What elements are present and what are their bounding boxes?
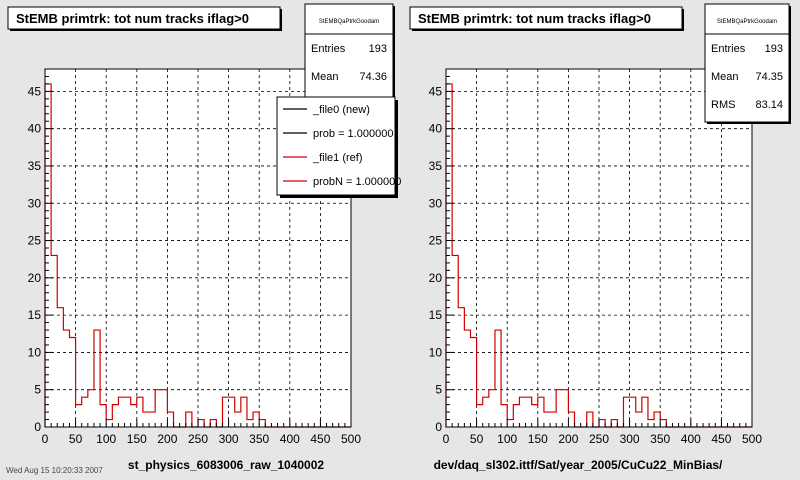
x-tick-label: 50	[69, 432, 83, 446]
x-tick-label: 150	[528, 432, 548, 446]
title-box	[7, 6, 281, 30]
y-tick-label: 20	[429, 271, 443, 285]
x-tick-label: 150	[127, 432, 147, 446]
footer-timestamp: Wed Aug 15 10:20:33 2007	[6, 466, 103, 475]
stats-label: Entries	[311, 43, 346, 55]
y-tick-label: 40	[429, 122, 443, 136]
y-tick-label: 5	[34, 383, 41, 397]
x-tick-label: 0	[443, 432, 450, 446]
x-tick-label: 350	[650, 432, 670, 446]
x-tick-label: 300	[620, 432, 640, 446]
stats-label: Mean	[311, 71, 339, 83]
y-tick-label: 25	[429, 234, 443, 248]
y-tick-label: 45	[28, 84, 42, 98]
x-tick-label: 200	[558, 432, 578, 446]
x-tick-label: 350	[249, 432, 269, 446]
x-tick-label: 250	[589, 432, 609, 446]
x-tick-label: 400	[681, 432, 701, 446]
x-tick-label: 450	[711, 432, 731, 446]
x-tick-label: 100	[497, 432, 517, 446]
y-tick-label: 30	[28, 196, 42, 210]
stats-name: StEMBQaPtrkGoodam	[319, 19, 379, 25]
y-tick-label: 5	[435, 383, 442, 397]
stats-value: 193	[369, 43, 387, 55]
x-tick-label: 500	[341, 432, 361, 446]
x-tick-label: 0	[42, 432, 49, 446]
legend-box	[276, 96, 396, 196]
chart-title: StEMB primtrk: tot num tracks iflag>0	[418, 11, 651, 26]
y-tick-label: 40	[28, 122, 42, 136]
x-tick-label: 200	[157, 432, 177, 446]
stats-value: 83.14	[755, 99, 783, 111]
y-tick-label: 15	[28, 308, 42, 322]
stats-value: 193	[765, 43, 783, 55]
x-axis-label: dev/daq_sl302.ittf/Sat/year_2005/CuCu22_…	[434, 458, 723, 472]
x-tick-label: 400	[280, 432, 300, 446]
y-tick-label: 35	[429, 159, 443, 173]
left-histogram-panel: 0 50 100 150 200 250 300 350 400 450 500 0 5 10 15 20 25…	[7, 3, 401, 472]
y-tick-label: 0	[34, 420, 41, 434]
x-tick-label: 300	[219, 432, 239, 446]
legend-label: _file1 (ref)	[312, 152, 363, 164]
stats-label: Entries	[711, 43, 746, 55]
x-tick-label: 50	[470, 432, 484, 446]
y-tick-label: 25	[28, 234, 42, 248]
stats-box	[704, 3, 790, 123]
y-tick-label: 10	[429, 345, 443, 359]
y-tick-label: 10	[28, 345, 42, 359]
x-tick-label: 500	[742, 432, 762, 446]
y-tick-label: 20	[28, 271, 42, 285]
legend-label: _file0 (new)	[312, 104, 370, 116]
y-tick-label: 0	[435, 420, 442, 434]
y-tick-label: 35	[28, 159, 42, 173]
right-histogram-panel: 0 50 100 150 200 250 300 350 400 450 500 0 5 10 15 20 25…	[409, 3, 791, 472]
stats-value: 74.36	[359, 71, 387, 83]
title-box	[409, 6, 683, 30]
stats-label: RMS	[711, 99, 735, 111]
legend-label: prob = 1.000000	[313, 128, 393, 140]
plot-area	[446, 69, 752, 427]
chart-title: StEMB primtrk: tot num tracks iflag>0	[16, 11, 249, 26]
stats-value: 74.35	[755, 71, 783, 83]
y-tick-label: 30	[429, 196, 443, 210]
legend-label: probN = 1.000000	[313, 176, 401, 188]
y-tick-label: 15	[429, 308, 443, 322]
stats-label: Mean	[711, 71, 739, 83]
x-tick-label: 450	[310, 432, 330, 446]
x-tick-label: 100	[96, 432, 116, 446]
stats-name: StEMBQaPtrkGoodam	[717, 19, 777, 25]
y-tick-label: 45	[429, 84, 443, 98]
x-tick-label: 250	[188, 432, 208, 446]
x-axis-label: st_physics_6083006_raw_1040002	[128, 458, 324, 472]
